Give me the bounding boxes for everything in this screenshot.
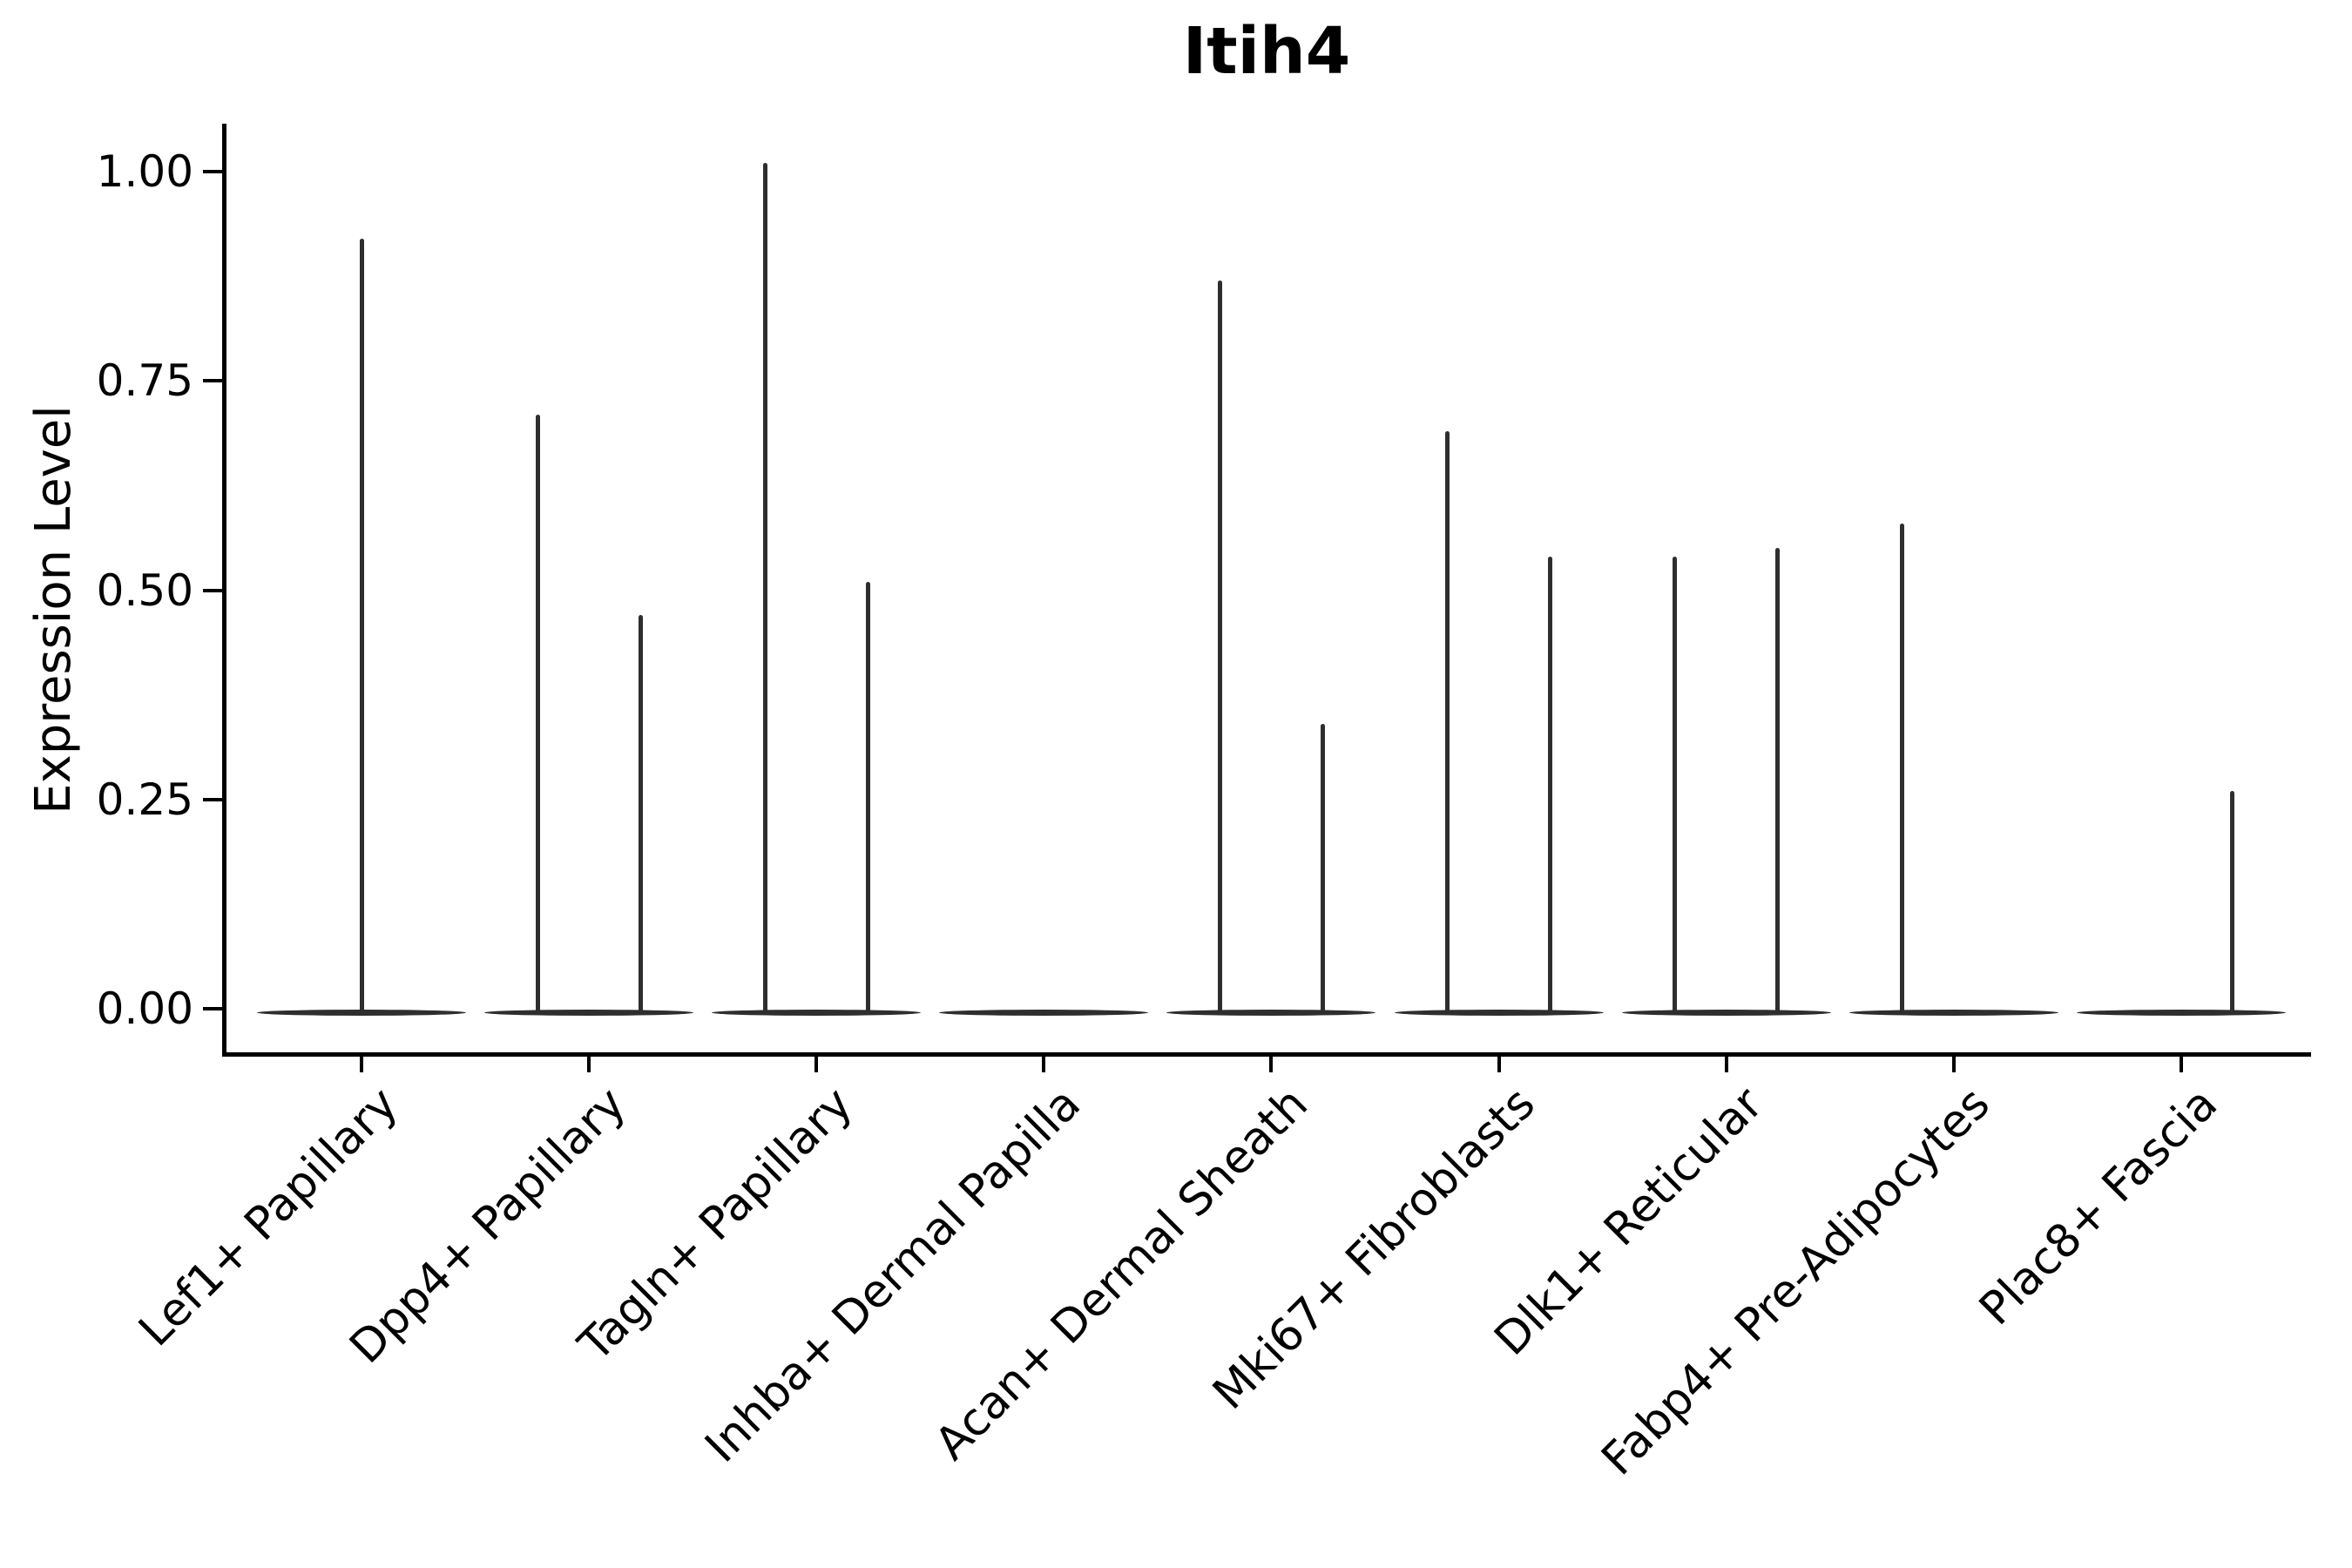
x-tick xyxy=(2179,1057,2183,1072)
y-tick-label: 0.00 xyxy=(96,983,193,1034)
violin-baseline xyxy=(1166,1010,1376,1016)
y-tick-label: 0.25 xyxy=(96,774,193,825)
x-tick xyxy=(1269,1057,1274,1072)
violin-spike xyxy=(1217,280,1222,1014)
violin-spike xyxy=(1900,523,1905,1014)
chart-title: Itih4 xyxy=(1182,14,1351,89)
y-tick xyxy=(203,797,223,801)
x-tick-label: Plac8+ Fascia xyxy=(1970,1078,2228,1336)
x-tick-label: Inhba+ Dermal Papilla xyxy=(695,1078,1091,1473)
x-tick xyxy=(1497,1057,1501,1072)
violin-spike xyxy=(1775,548,1781,1014)
violin-baseline xyxy=(1394,1010,1604,1016)
violin-spike xyxy=(535,414,540,1014)
violin-baseline xyxy=(1848,1010,2058,1016)
y-tick-label: 1.00 xyxy=(96,146,193,197)
x-tick xyxy=(1042,1057,1046,1072)
x-tick xyxy=(587,1057,591,1072)
y-tick xyxy=(203,588,223,592)
violin-baseline xyxy=(1621,1010,1831,1016)
violin-spike xyxy=(865,581,870,1014)
y-tick xyxy=(203,1007,223,1010)
x-tick-label: Fabp4+ Pre-Adipocytes xyxy=(1592,1078,2001,1486)
x-axis-spine xyxy=(222,1052,2311,1057)
x-tick xyxy=(360,1057,363,1072)
x-tick xyxy=(814,1057,819,1072)
violin-spike xyxy=(1445,430,1450,1014)
y-tick-label: 0.75 xyxy=(96,355,193,407)
x-tick xyxy=(1724,1057,1728,1072)
y-axis-spine xyxy=(222,124,226,1057)
violin-spike xyxy=(2230,791,2235,1014)
y-tick-label: 0.50 xyxy=(96,564,193,616)
violin-spike xyxy=(762,163,767,1014)
violin-spike xyxy=(1548,557,1552,1014)
violin-baseline xyxy=(2076,1010,2286,1016)
x-tick-label: Acan+ Dermal Sheath xyxy=(925,1078,1319,1470)
violin-baseline xyxy=(712,1010,922,1016)
violin-spike xyxy=(359,238,364,1014)
y-tick xyxy=(203,379,223,383)
violin-spike xyxy=(1673,557,1678,1014)
y-tick xyxy=(203,170,223,173)
violin-baseline xyxy=(484,1010,694,1016)
violin-spike xyxy=(1320,724,1325,1014)
violin-spike xyxy=(638,615,643,1014)
violin-baseline xyxy=(939,1010,1149,1016)
x-tick xyxy=(1951,1057,1956,1072)
